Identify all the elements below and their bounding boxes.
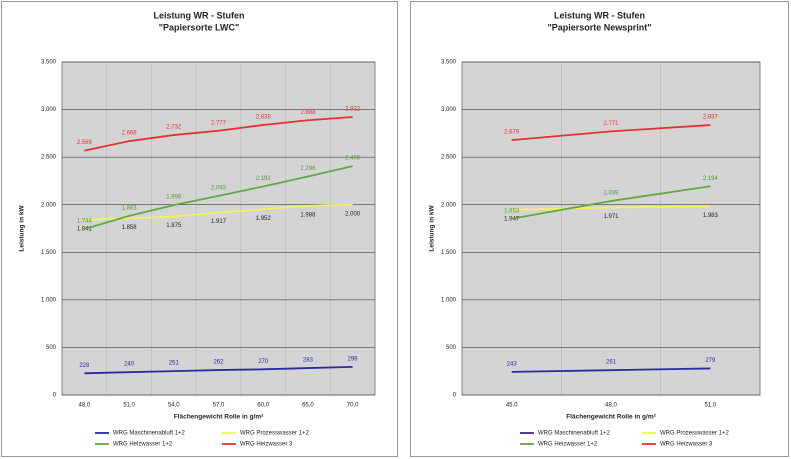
data-label: 2.888 (300, 110, 316, 116)
legend-label: WRG Heizwasser 1+2 (538, 442, 598, 448)
legend-label: WRG Heizwasser 3 (660, 442, 713, 448)
x-tick-label: 54,0 (168, 403, 180, 409)
data-label: 2.668 (122, 131, 138, 137)
data-label: 1.996 (166, 195, 182, 201)
x-tick-label: 48,0 (79, 403, 91, 409)
data-label: 296 (348, 356, 359, 362)
y-tick-label: 3.000 (441, 107, 457, 113)
data-label: 2.837 (703, 115, 719, 121)
x-axis-title: Flächengewicht Rolle in g/m² (566, 414, 656, 421)
series-line (511, 124, 711, 142)
x-tick-label: 70,0 (347, 403, 359, 409)
data-label: 1.853 (504, 208, 520, 214)
x-tick-label: 48,0 (605, 403, 617, 409)
legend-label: WRG Maschinenabluft 1+2 (538, 431, 611, 437)
data-label: 2.732 (166, 125, 182, 131)
data-label: 2.039 (603, 191, 619, 197)
legend-label: WRG Heizwasser 3 (240, 442, 293, 448)
y-tick-label: 1.500 (41, 250, 57, 256)
y-tick-label: 3.000 (41, 107, 57, 113)
series-line (511, 185, 711, 220)
plot-area (461, 61, 761, 396)
legend-label: WRG Prozesswasser 1+2 (660, 431, 730, 437)
data-label: 2.679 (504, 130, 520, 136)
data-label: 2.192 (256, 176, 272, 182)
y-tick-label: 3.500 (41, 60, 57, 66)
data-label: 2.406 (345, 156, 361, 162)
data-label: 270 (258, 359, 269, 365)
legend-label: WRG Maschinenabluft 1+2 (113, 431, 186, 437)
x-tick-label: 60,0 (257, 403, 269, 409)
data-label: 228 (79, 363, 90, 369)
y-tick-label: 2.000 (41, 202, 57, 208)
data-label: 1.875 (166, 223, 182, 229)
data-label: 1.883 (122, 205, 138, 211)
y-tick-label: 1.000 (441, 297, 457, 303)
x-tick-label: 57,0 (213, 403, 225, 409)
chart-subtitle: "Papiersorte LWC" (159, 22, 240, 32)
data-label: 1.952 (256, 216, 272, 222)
legend-label: WRG Prozesswasser 1+2 (240, 431, 310, 437)
y-axis-title: Leistung in kW (429, 205, 436, 252)
data-label: 2.093 (211, 185, 227, 191)
data-label: 240 (124, 362, 135, 368)
y-axis-title: Leistung in kW (19, 205, 26, 252)
data-label: 1.858 (122, 225, 138, 231)
y-tick-label: 1.500 (441, 250, 457, 256)
y-tick-label: 0 (453, 393, 457, 399)
x-axis-title: Flächengewicht Rolle in g/m² (174, 414, 264, 421)
data-label: 283 (303, 358, 314, 364)
data-label: 2.771 (603, 121, 619, 127)
x-tick-label: 51,0 (704, 403, 716, 409)
data-label: 1.917 (211, 219, 227, 225)
y-tick-label: 2.000 (441, 202, 457, 208)
series-line (84, 116, 353, 152)
y-tick-label: 0 (53, 393, 57, 399)
data-label: 1.744 (77, 219, 93, 225)
y-tick-label: 500 (446, 345, 457, 351)
data-label: 243 (507, 361, 518, 367)
data-label: 2.569 (77, 140, 93, 146)
data-label: 262 (213, 360, 224, 366)
series-line (511, 367, 711, 373)
y-tick-label: 2.500 (441, 155, 457, 161)
x-tick-label: 65,0 (302, 403, 314, 409)
data-label: 2.838 (256, 115, 272, 121)
data-label: 2.000 (345, 211, 361, 217)
chart-subtitle: "Papiersorte Newsprint" (547, 22, 651, 32)
data-label: 261 (606, 360, 617, 366)
series-line (84, 365, 353, 375)
plot-area (61, 61, 376, 396)
y-tick-label: 500 (46, 345, 57, 351)
data-label: 2.922 (345, 107, 361, 113)
y-tick-label: 1.000 (41, 297, 57, 303)
series-line (84, 203, 353, 221)
data-label: 1.983 (703, 213, 719, 219)
x-tick-label: 51,0 (123, 403, 135, 409)
data-label: 1.988 (300, 212, 316, 218)
y-tick-label: 2.500 (41, 155, 57, 161)
data-label: 2.194 (703, 176, 719, 182)
x-tick-label: 45,0 (506, 403, 518, 409)
legend-label: WRG Heizwasser 1+2 (113, 442, 173, 448)
chart-title: Leistung WR - Stufen (154, 10, 245, 20)
data-label: 279 (705, 358, 716, 364)
data-label: 2.296 (300, 166, 316, 172)
chart-title: Leistung WR - Stufen (554, 10, 645, 20)
data-label: 251 (169, 361, 180, 367)
data-label: 2.777 (211, 120, 227, 126)
data-label: 1.971 (603, 214, 619, 220)
y-tick-label: 3.500 (441, 60, 457, 66)
series-line (84, 165, 353, 230)
series-line (511, 205, 711, 211)
